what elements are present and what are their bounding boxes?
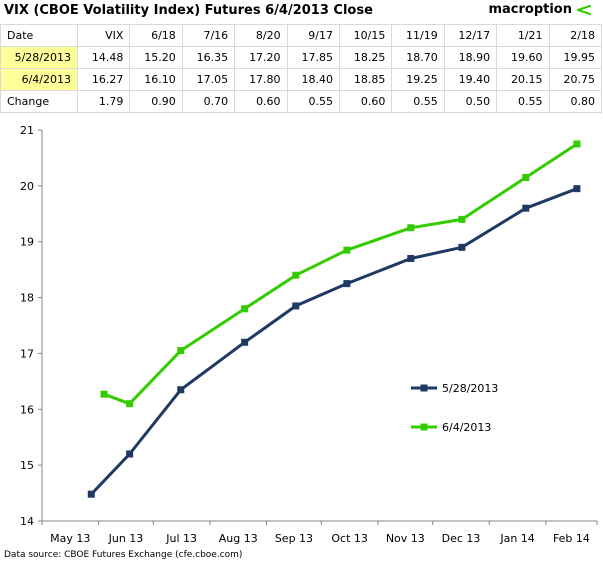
table-cell: 15.20: [129, 46, 183, 69]
data-point: [241, 338, 249, 346]
data-point: [573, 185, 581, 193]
table-cell: 16.27: [76, 68, 131, 91]
table-cell: 19.25: [391, 68, 445, 91]
table-cell: 0.55: [286, 90, 340, 113]
x-tick-label: Feb 14: [553, 532, 590, 545]
series-line: [90, 187, 578, 496]
x-tick-label: Jul 13: [165, 532, 197, 545]
table-cell: 16.10: [129, 68, 183, 91]
table-cell: 0.50: [443, 90, 498, 113]
x-tick-label: Sep 13: [275, 532, 313, 545]
data-point: [343, 280, 351, 288]
x-tick-label: Jan 14: [499, 532, 534, 545]
y-tick-label: 21: [20, 124, 34, 137]
x-tick-label: Oct 13: [331, 532, 368, 545]
brand-logo: macroption: [488, 2, 591, 17]
table-cell: 18.70: [391, 46, 445, 69]
table-cell: 14.48: [76, 46, 131, 69]
data-point: [407, 254, 415, 262]
data-point: [458, 243, 466, 251]
data-point: [177, 347, 185, 355]
table-cell: 18.85: [338, 68, 393, 91]
column-header: 7/16: [181, 24, 236, 47]
data-source-note: Data source: CBOE Futures Exchange (cfe.…: [4, 550, 243, 560]
legend-swatch-marker: [420, 384, 428, 392]
column-header: 2/18: [548, 24, 603, 47]
table-row: 5/28/2013 14.48 15.20 16.35 17.20 17.85 18.25 1…: [0, 46, 603, 69]
data-point: [87, 490, 95, 498]
y-tick-label: 17: [20, 347, 34, 360]
column-header: Date: [0, 24, 78, 47]
x-tick-label: Dec 13: [442, 532, 481, 545]
x-tick-label: May 13: [50, 532, 90, 545]
column-header: 12/17: [443, 24, 498, 47]
arrow-icon: [576, 4, 591, 15]
table-cell: 17.05: [181, 68, 236, 91]
table-cell: 18.40: [286, 68, 340, 91]
row-label: Change: [0, 90, 78, 113]
table-cell: 0.55: [391, 90, 445, 113]
legend-swatch-marker: [420, 423, 428, 431]
column-header: 1/21: [496, 24, 550, 47]
column-header: 9/17: [286, 24, 340, 47]
row-label: 6/4/2013: [0, 68, 78, 91]
brand-name: macroption: [488, 2, 572, 17]
row-label: 5/28/2013: [0, 46, 78, 69]
table-cell: 0.55: [496, 90, 550, 113]
data-point: [177, 386, 185, 394]
table-cell: 17.20: [234, 46, 288, 69]
table-cell: 18.90: [443, 46, 498, 69]
data-table: Date VIX 6/18 7/16 8/20 9/17 10/15 11/19 12/17 1/…: [0, 24, 603, 113]
table-cell: 1.79: [76, 90, 131, 113]
data-point: [100, 390, 108, 398]
table-row: 6/4/2013 16.27 16.10 17.05 17.80 18.40 18.85 19…: [0, 68, 603, 91]
column-header: 11/19: [391, 24, 445, 47]
table-cell: 0.60: [338, 90, 393, 113]
data-point: [522, 204, 530, 212]
legend-label: 6/4/2013: [442, 421, 491, 434]
table-cell: 0.60: [234, 90, 288, 113]
table-cell: 0.90: [129, 90, 183, 113]
data-point: [241, 305, 249, 313]
table-cell: 18.25: [338, 46, 393, 69]
series-line: [103, 142, 578, 406]
data-point: [343, 246, 351, 254]
table-header-row: Date VIX 6/18 7/16 8/20 9/17 10/15 11/19 12/17 1/…: [0, 24, 603, 47]
column-header: 8/20: [234, 24, 288, 47]
data-point: [573, 140, 581, 148]
data-point: [126, 400, 134, 408]
line-chart: 14 15 16 17 18 19 20 21 May 13 Jun 13 Jul 13 Aug 13…: [20, 124, 598, 545]
table-cell: 20.15: [496, 68, 550, 91]
x-tick-label: Aug 13: [219, 532, 258, 545]
page-title: VIX (CBOE Volatility Index) Futures 6/4/…: [4, 3, 373, 18]
column-header: VIX: [76, 24, 131, 47]
table-cell: 16.35: [181, 46, 236, 69]
table-cell: 0.80: [548, 90, 603, 113]
table-cell: 19.95: [548, 46, 603, 69]
y-tick-label: 15: [20, 459, 34, 472]
table-cell: 17.85: [286, 46, 340, 69]
table-cell: 19.40: [443, 68, 498, 91]
x-tick-label: Nov 13: [386, 532, 425, 545]
y-tick-label: 16: [20, 403, 34, 416]
table-cell: 19.60: [496, 46, 550, 69]
legend-label: 5/28/2013: [442, 382, 498, 395]
table-cell: 0.70: [181, 90, 236, 113]
y-tick-label: 18: [20, 292, 34, 305]
y-tick-label: 14: [20, 515, 34, 528]
column-header: 6/18: [129, 24, 183, 47]
data-point: [458, 215, 466, 223]
y-tick-label: 20: [20, 180, 34, 193]
x-tick-label: Jun 13: [108, 532, 144, 545]
column-header: 10/15: [338, 24, 393, 47]
data-point: [292, 302, 300, 310]
y-tick-label: 19: [20, 236, 34, 249]
data-point: [126, 450, 134, 458]
table-cell: 17.80: [234, 68, 288, 91]
table-row: Change 1.79 0.90 0.70 0.60 0.55 0.60 0.55 0.50 0.…: [0, 90, 603, 113]
data-point: [292, 271, 300, 279]
table-cell: 20.75: [548, 68, 603, 91]
data-point: [522, 173, 530, 181]
data-point: [407, 224, 415, 232]
